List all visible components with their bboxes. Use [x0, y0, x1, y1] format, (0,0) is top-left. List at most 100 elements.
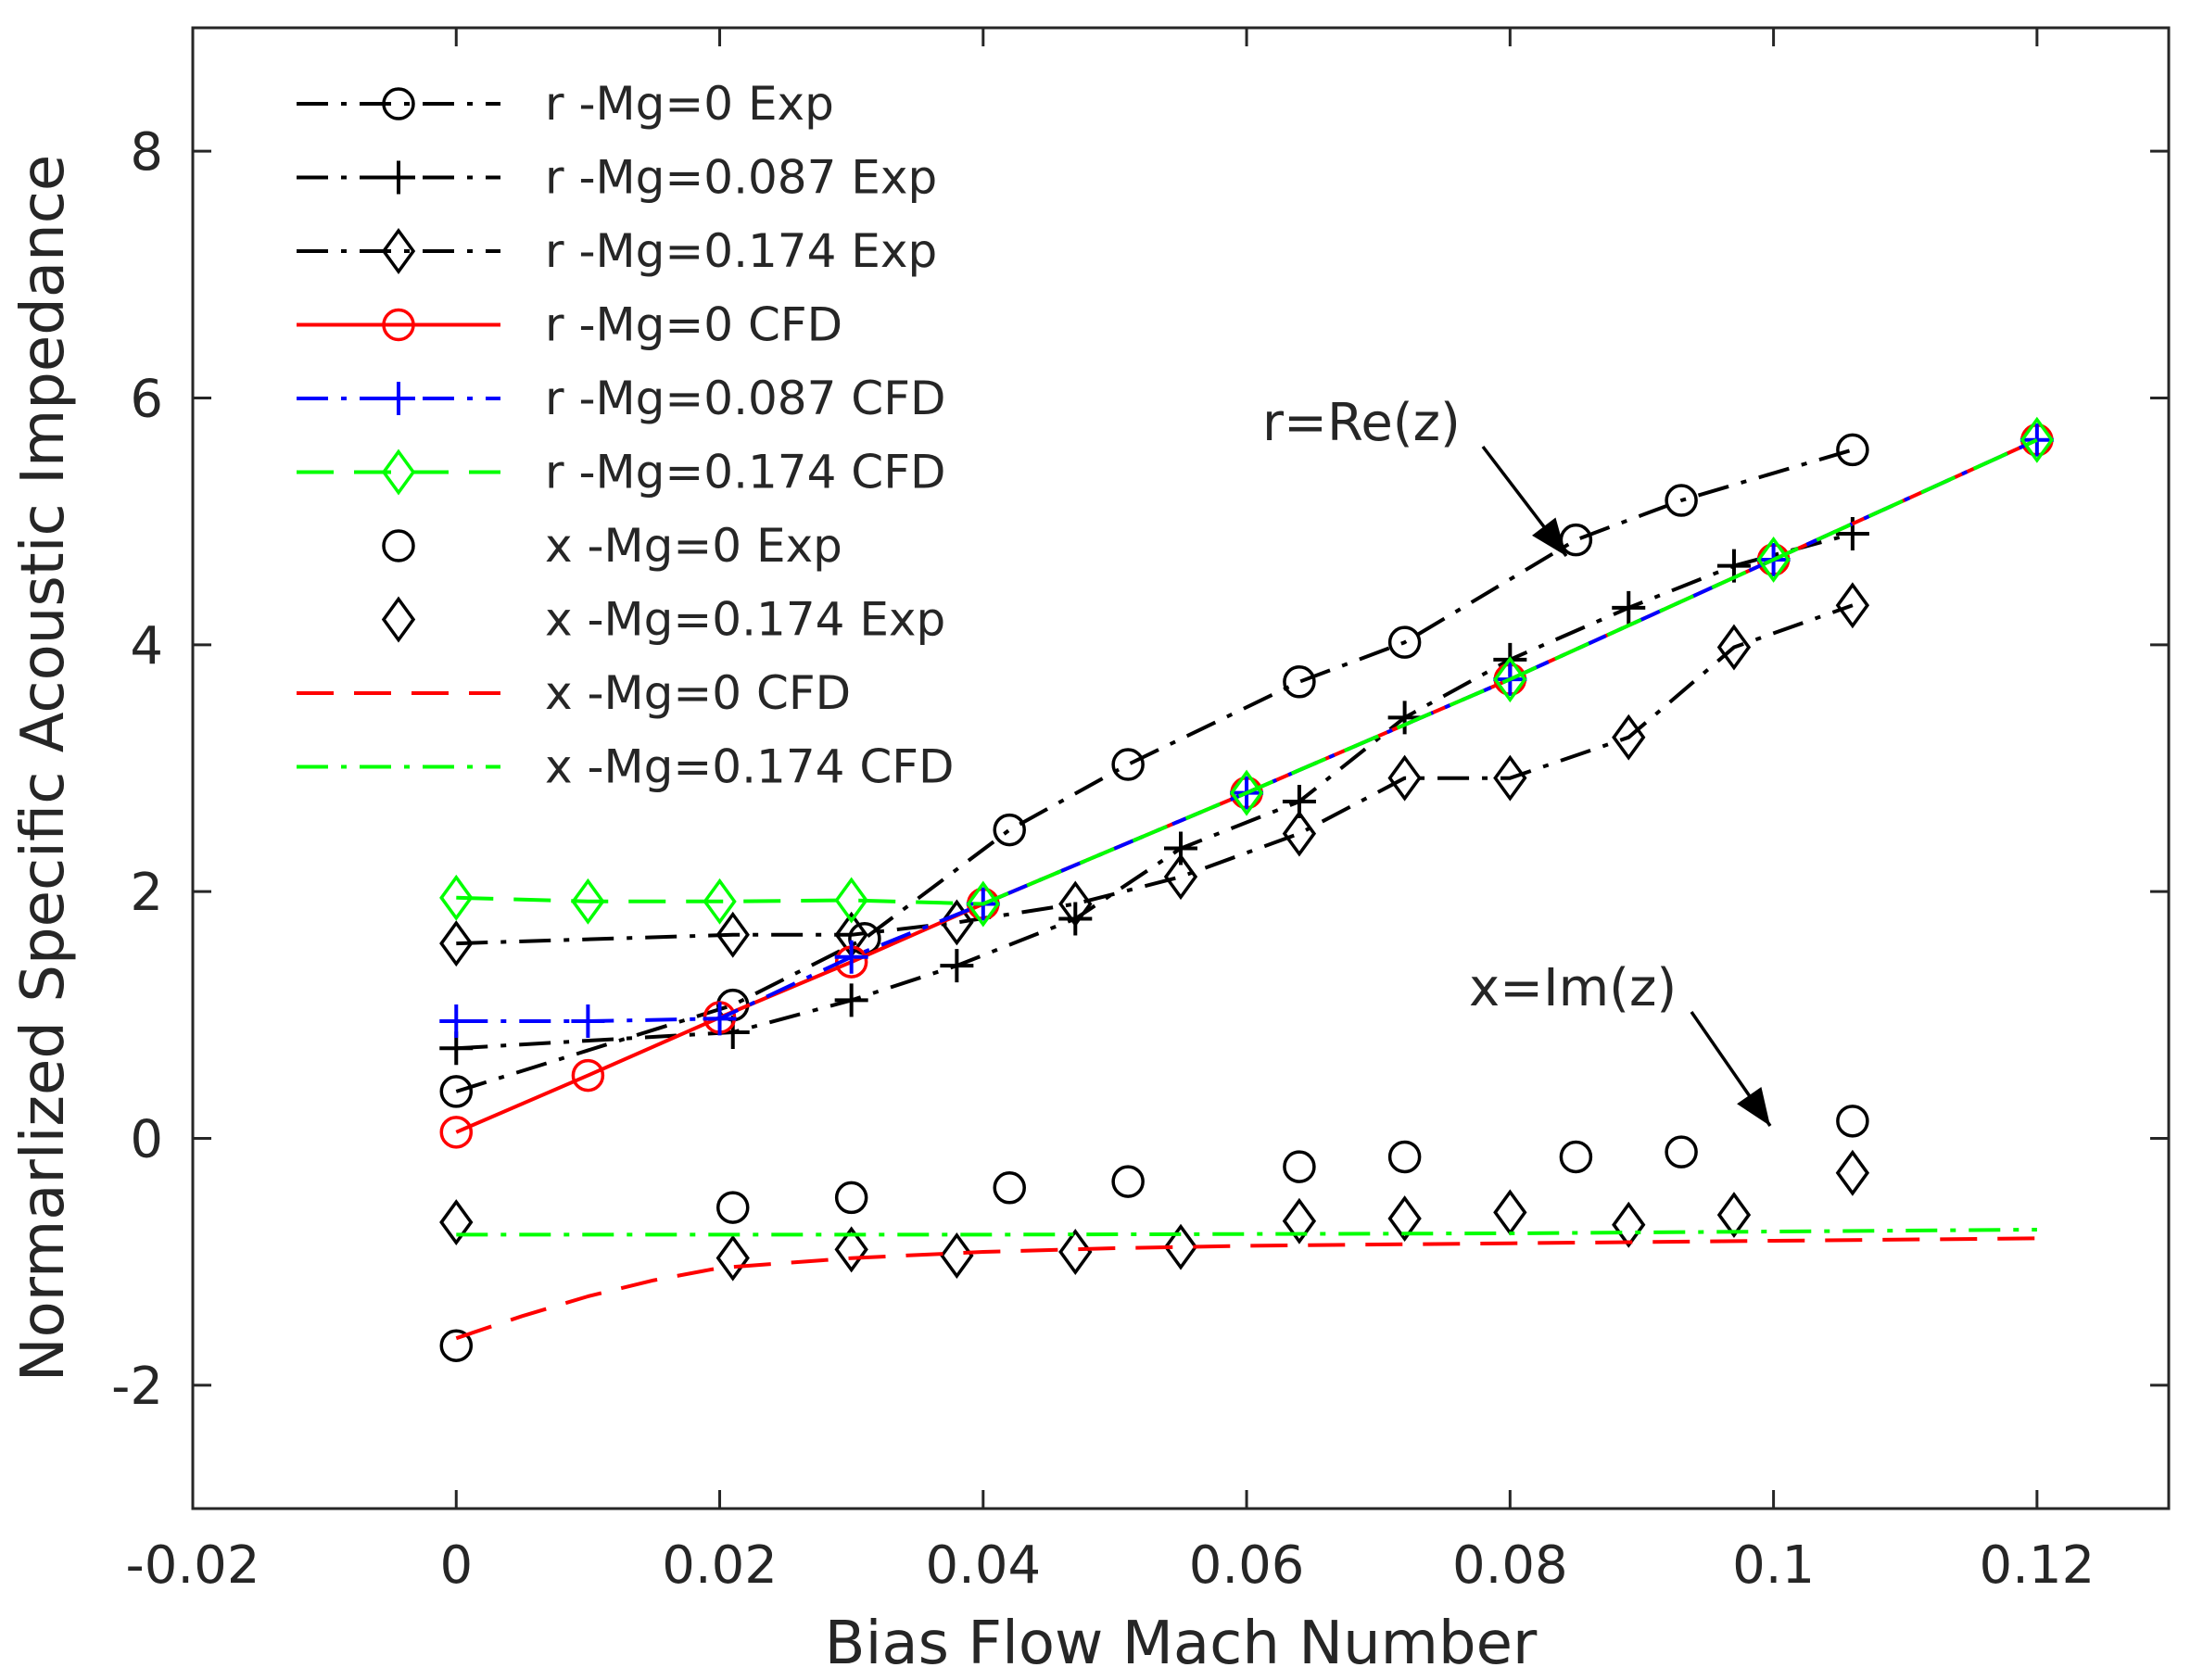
diamond-marker: [439, 874, 474, 921]
diamond-marker: [1282, 810, 1317, 857]
circle-marker: [382, 529, 415, 562]
circle-marker: [1836, 1105, 1869, 1138]
circle-marker: [1559, 1140, 1593, 1174]
plus-marker: [382, 160, 415, 195]
diamond-marker: [381, 596, 416, 643]
circle-marker: [993, 1171, 1026, 1205]
annotation-arrow-head: [1737, 1086, 1770, 1126]
circle-marker: [439, 1329, 474, 1362]
diamond-marker: [1282, 1197, 1317, 1244]
legend-label: x -Mg=0 CFD: [545, 666, 851, 720]
diamond-marker: [1493, 754, 1527, 802]
diamond-marker: [715, 911, 750, 958]
y-axis-label: Normarlized Specific Acoustic Impedance: [9, 155, 78, 1383]
x-tick-label: 0: [439, 1535, 473, 1596]
diamond-marker: [703, 878, 737, 925]
legend-entry: r -Mg=0 Exp: [297, 77, 834, 131]
plot-frame: [191, 26, 2171, 1510]
plus-marker: [382, 382, 415, 415]
diamond-marker: [439, 1199, 474, 1246]
diamond-marker: [1716, 624, 1752, 671]
diamond-marker: [439, 920, 474, 967]
legend-label: r -Mg=0.087 CFD: [545, 372, 945, 425]
diamond-marker: [1716, 1192, 1752, 1239]
circle-marker: [715, 1191, 750, 1224]
plus-marker: [439, 1004, 474, 1038]
circle-marker: [993, 813, 1026, 847]
circle-marker: [1665, 484, 1698, 517]
diamond-marker: [1229, 769, 1264, 816]
x-tick-label: 0.02: [662, 1535, 778, 1596]
diamond-marker: [715, 1234, 750, 1282]
diamond-marker: [940, 1232, 974, 1279]
legend-entry: r -Mg=0 CFD: [297, 298, 842, 352]
plus-marker: [1058, 902, 1093, 936]
legend-label: x -Mg=0 Exp: [545, 519, 842, 573]
plus-marker: [834, 983, 868, 1017]
series-line: [456, 437, 2038, 906]
legend-entry: x -Mg=0.174 Exp: [381, 593, 945, 647]
series-6: [439, 1105, 1869, 1362]
circle-marker: [1387, 1140, 1422, 1174]
x-tick-label: 0.12: [1980, 1535, 2095, 1596]
legend-entry: x -Mg=0 Exp: [382, 519, 842, 573]
series-8: [455, 1236, 2037, 1341]
legend-label: r -Mg=0 CFD: [545, 298, 842, 352]
legend-label: r -Mg=0.174 CFD: [545, 446, 945, 499]
diamond-marker: [1612, 714, 1646, 761]
diamond-marker: [966, 880, 1000, 928]
circle-marker: [1283, 1150, 1316, 1183]
diamond-marker: [1387, 1195, 1422, 1243]
x-tick-label: 0.1: [1732, 1535, 1815, 1596]
plus-marker: [834, 940, 868, 974]
diamond-marker: [1835, 582, 1870, 629]
x-axis-label: Bias Flow Mach Number: [825, 1610, 1538, 1678]
plus-marker: [703, 1002, 737, 1036]
circle-marker: [1111, 1165, 1145, 1198]
diamond-marker: [1058, 1229, 1093, 1275]
plus-marker: [940, 949, 974, 983]
legend-label: x -Mg=0.174 CFD: [545, 740, 955, 794]
legend-label: r -Mg=0.087 Exp: [545, 151, 937, 205]
legend-entry: r -Mg=0.174 CFD: [297, 446, 945, 499]
circle-marker: [834, 1181, 868, 1215]
series-line: [455, 448, 1854, 1093]
x-tick-label: 0.08: [1452, 1535, 1568, 1596]
circle-marker: [1387, 625, 1422, 659]
annotation-label: r=Re(z): [1262, 393, 1461, 453]
circle-marker: [1836, 433, 1869, 467]
series-line: [456, 1228, 2037, 1237]
diamond-marker: [834, 877, 868, 924]
diamond-marker: [1835, 1149, 1870, 1196]
plus-marker: [1612, 590, 1646, 625]
diamond-marker: [1163, 1223, 1198, 1270]
circle-marker: [1283, 665, 1316, 699]
diamond-marker: [834, 1226, 868, 1273]
plus-marker: [1164, 831, 1197, 865]
diamond-marker: [381, 448, 416, 496]
series-2: [439, 582, 1870, 967]
diamond-marker: [381, 228, 416, 274]
legend: r -Mg=0 Exp r -Mg=0.087 Exp r -Mg=0.174 Ex…: [297, 77, 955, 794]
diamond-marker: [1058, 880, 1093, 928]
y-tick-label: -2: [111, 1357, 163, 1417]
tick-labels: -0.02 0 0.02 0.04 0.06 0.08 0.1 0.12 -2 0 2 4 6 8: [111, 122, 2095, 1596]
legend-label: x -Mg=0.174 Exp: [545, 593, 945, 647]
series-layer: [439, 416, 2055, 1362]
diamond-marker: [1163, 853, 1198, 901]
series-5: [439, 416, 2055, 928]
tick-marks: [191, 28, 2169, 1509]
legend-entry: x -Mg=0.174 CFD: [297, 740, 955, 794]
diamond-marker: [1756, 536, 1791, 583]
legend-entry: r -Mg=0.174 Exp: [297, 224, 937, 278]
legend-entry: r -Mg=0.087 Exp: [297, 151, 937, 205]
plus-marker: [571, 1004, 605, 1038]
series-line: [456, 532, 1854, 1051]
series-9: [456, 1228, 2037, 1237]
diamond-marker: [1493, 656, 1527, 703]
circle-marker: [1111, 748, 1145, 781]
annotation-arrow-head: [1532, 517, 1566, 556]
legend-label: r -Mg=0 Exp: [545, 77, 834, 131]
circle-marker: [571, 1058, 605, 1093]
